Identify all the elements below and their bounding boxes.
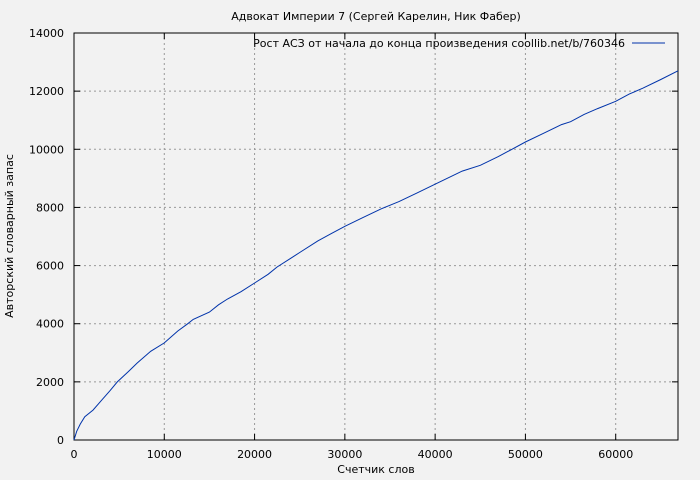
chart-title: Адвокат Империи 7 (Сергей Карелин, Ник Ф… [231, 10, 521, 23]
y-tick-label: 12000 [29, 85, 64, 98]
x-tick-label: 50000 [508, 448, 543, 461]
plot-frame [73, 32, 679, 441]
y-tick-label: 8000 [36, 201, 64, 214]
y-tick-label: 10000 [29, 143, 64, 156]
series-line [73, 70, 679, 441]
x-tick-label: 0 [71, 448, 78, 461]
ticks: 0 10000 20000 30000 40000 50000 60000 0 2000 4000… [29, 27, 678, 461]
x-tick-label: 20000 [237, 448, 272, 461]
y-tick-label: 2000 [36, 376, 64, 389]
y-tick-label: 14000 [29, 27, 64, 40]
y-axis-label: Авторский словарный запас [3, 154, 16, 318]
y-tick-label: 4000 [36, 318, 64, 331]
y-tick-label: 6000 [36, 260, 64, 273]
x-tick-label: 40000 [418, 448, 453, 461]
legend-label: Рост АСЗ от начала до конца произведения… [253, 37, 625, 50]
x-tick-label: 30000 [327, 448, 362, 461]
x-tick-label: 10000 [147, 448, 182, 461]
y-tick-label: 0 [57, 434, 64, 447]
x-tick-label: 60000 [598, 448, 633, 461]
x-axis-label: Счетчик слов [337, 463, 414, 476]
grid [74, 33, 678, 440]
